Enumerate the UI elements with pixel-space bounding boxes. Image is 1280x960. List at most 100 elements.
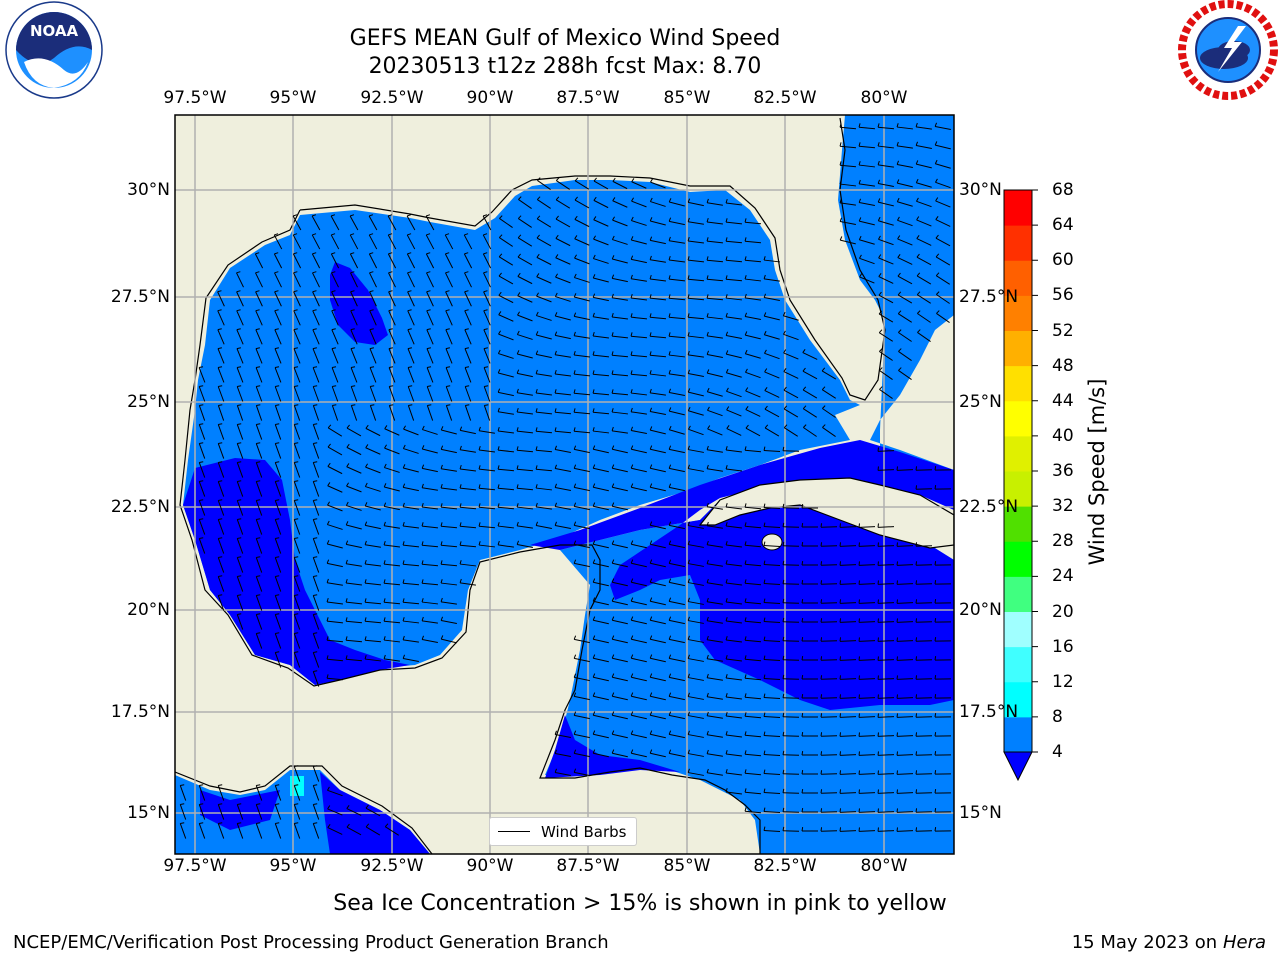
wind-barb-flag <box>518 196 522 200</box>
wind-barb <box>896 811 914 813</box>
wind-barb <box>915 735 933 737</box>
wind-barb-flag <box>464 347 469 350</box>
wind-barb <box>839 126 857 130</box>
wind-barb-flag <box>464 290 469 293</box>
calm-region-pacific-west <box>200 790 280 830</box>
wind-barb-flag <box>801 826 804 832</box>
wind-barb <box>744 221 762 225</box>
wind-barb-flag <box>821 367 826 372</box>
wind-barb <box>464 272 472 288</box>
wind-barb <box>274 329 282 345</box>
wind-barb-flag <box>915 122 918 127</box>
wind-barb <box>764 334 780 340</box>
wind-barb <box>916 163 932 169</box>
wind-barb-flag <box>236 328 241 331</box>
wind-barb <box>669 695 685 701</box>
wind-barb <box>198 405 206 421</box>
wind-barb <box>630 335 648 339</box>
wind-barb-flag <box>312 233 317 236</box>
wind-barb-flag <box>574 254 577 259</box>
wind-barb-flag <box>649 597 653 602</box>
wind-barb-flag <box>421 483 424 488</box>
wind-barb <box>255 500 263 516</box>
wind-barb-flag <box>649 616 653 621</box>
wind-barb <box>725 639 743 643</box>
wind-barb-flag <box>839 142 842 147</box>
wind-barb <box>669 657 685 663</box>
wind-barb-flag <box>199 537 204 539</box>
wind-barb <box>612 297 628 301</box>
wind-barb <box>744 734 762 738</box>
wind-barb <box>327 485 343 493</box>
wind-barb <box>312 424 320 440</box>
wind-barb <box>236 614 244 630</box>
wind-barb-flag <box>554 389 557 394</box>
wind-barb-flag <box>782 636 785 641</box>
wind-barb-flag <box>256 423 261 425</box>
wind-barb-flag <box>593 235 596 240</box>
wind-barb <box>402 544 420 548</box>
wind-barb <box>483 405 491 421</box>
wind-barb-flag <box>611 255 615 260</box>
wind-barb-flag <box>275 385 280 387</box>
wind-barb-flag <box>763 712 766 717</box>
graticule <box>175 115 954 854</box>
wind-barb-flag <box>388 309 393 312</box>
colorbar-tick-label: 20 <box>1052 601 1074 622</box>
wind-barb <box>915 792 933 794</box>
wind-barb-flag <box>350 328 355 331</box>
wind-barb-flag <box>877 198 881 203</box>
wind-barb-flag <box>237 518 242 520</box>
wind-barb-flag <box>592 408 595 413</box>
wind-barb <box>346 485 362 493</box>
wind-barb-flag <box>706 331 709 336</box>
wind-barb <box>255 557 263 573</box>
wind-barb <box>707 772 723 776</box>
wind-barb-flag <box>763 330 767 335</box>
wind-barb <box>499 218 513 228</box>
wind-barb <box>574 335 590 339</box>
wind-barb <box>897 164 913 168</box>
wind-barb <box>198 804 206 820</box>
wind-barb <box>669 638 685 644</box>
wind-barb <box>917 294 931 304</box>
wind-barb-flag <box>326 617 329 622</box>
wind-barb <box>198 481 206 497</box>
wind-barb-flag <box>801 617 804 623</box>
wind-barb-flag <box>915 675 918 680</box>
wind-barb <box>744 791 762 795</box>
wind-barb-flag <box>763 769 766 774</box>
wind-barb <box>516 506 534 510</box>
wind-barb-flag <box>236 271 241 274</box>
wind-barb <box>346 543 362 549</box>
wind-barb-flag <box>332 404 337 406</box>
wind-barb-flag <box>839 198 842 203</box>
wind-barb <box>763 830 781 832</box>
wind-barb-flag <box>896 637 899 642</box>
wind-barb <box>445 367 453 383</box>
wind-barb <box>612 676 628 682</box>
wind-barb-flag <box>687 749 690 754</box>
wind-barb-flag <box>199 385 204 387</box>
wind-barb-flag <box>611 730 615 735</box>
wind-barb <box>630 316 648 320</box>
wind-barb <box>574 562 590 568</box>
wind-barb <box>554 392 572 396</box>
wind-barb <box>688 449 704 453</box>
wind-barb <box>744 278 762 282</box>
wind-barb <box>403 467 419 473</box>
wind-barb-flag <box>649 559 653 564</box>
wind-barb-flag <box>744 293 747 298</box>
wind-barb <box>859 239 875 245</box>
wind-barb-flag <box>839 732 842 737</box>
wind-barb-flag <box>237 556 242 558</box>
wind-barb-flag <box>744 579 747 584</box>
wind-barb-flag <box>877 142 880 147</box>
wind-barb-flag <box>592 559 596 564</box>
wind-barb-flag <box>365 823 370 828</box>
wind-barb <box>896 583 914 585</box>
wind-barb-flag <box>517 272 521 277</box>
wind-barb <box>669 562 685 568</box>
wind-barb-flag <box>326 636 329 641</box>
wind-barb <box>403 658 419 662</box>
